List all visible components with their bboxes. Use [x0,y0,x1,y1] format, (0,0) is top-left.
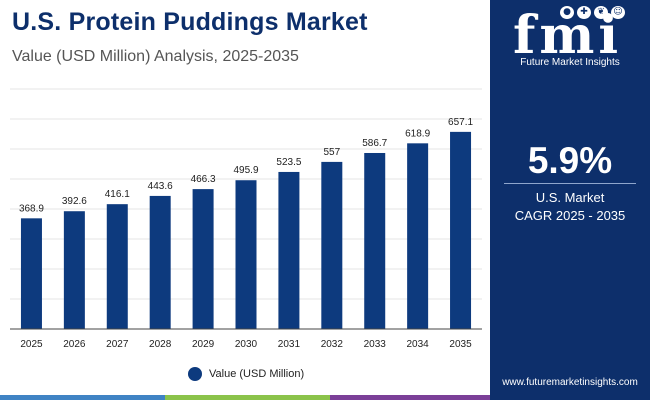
bar-2029 [192,189,214,329]
data-label-2025: 368.9 [19,203,44,214]
x-tick-2028: 2028 [149,339,172,350]
legend-swatch [188,367,202,381]
data-label-2029: 466.3 [191,174,216,185]
bars [20,131,472,329]
data-label-2031: 523.5 [276,157,301,168]
brand-logo: fmi ● ✚ ❦ ☺ Future Market Insights [490,0,650,80]
side-panel: fmi ● ✚ ❦ ☺ Future Market Insights 5.9% … [490,0,650,400]
stripe-green [165,395,330,400]
chart-legend: Value (USD Million) [188,367,304,381]
x-tick-labels: 2025 2026 2027 2028 2029 2030 2031 2032 2033 2034… [20,339,472,350]
logo-icons: ● ✚ ❦ ☺ [560,6,625,19]
person-icon: ☺ [611,6,625,19]
bar-2026 [63,211,85,329]
data-labels: 368.9 392.6 416.1 443.6 466.3 495.9 523.5 557 58… [19,117,474,214]
medical-icon: ✚ [577,6,591,19]
apple-icon: ● [560,6,574,19]
logo-caption: Future Market Insights [520,57,620,68]
data-label-2026: 392.6 [62,196,87,207]
website-link[interactable]: www.futuremarketinsights.com [502,377,638,388]
bar-2035 [450,131,472,329]
data-label-2032: 557 [323,147,340,158]
legend-label: Value (USD Million) [209,368,305,380]
bar-2033 [364,152,386,329]
x-tick-2031: 2031 [278,339,301,350]
stripe-purple [330,395,490,400]
data-label-2034: 618.9 [405,128,430,139]
x-tick-2026: 2026 [63,339,86,350]
cagr-period-label: CAGR 2025 - 2035 [514,208,626,223]
bar-2028 [149,195,171,329]
bar-chart: 368.9 392.6 416.1 443.6 466.3 495.9 523.5 557 58… [10,88,482,350]
x-tick-2033: 2033 [364,339,387,350]
page-title: U.S. Protein Puddings Market [12,8,368,36]
cagr-value: 5.9% [527,140,613,181]
data-label-2033: 586.7 [362,138,387,149]
cagr-divider [504,183,636,184]
bar-2030 [235,180,257,329]
bar-2034 [407,143,429,329]
page-subtitle: Value (USD Million) Analysis, 2025-2035 [12,48,299,65]
x-tick-2034: 2034 [407,339,430,350]
data-label-2028: 443.6 [148,181,173,192]
x-tick-2035: 2035 [449,339,472,350]
data-label-2030: 495.9 [233,165,258,176]
bar-2032 [321,161,343,329]
bottom-color-stripe [0,395,490,400]
stripe-blue [0,395,165,400]
data-label-2035: 657.1 [448,117,473,128]
data-label-2027: 416.1 [105,189,130,200]
bar-2027 [106,204,128,329]
x-tick-2027: 2027 [106,339,129,350]
x-tick-2030: 2030 [235,339,258,350]
x-tick-2025: 2025 [20,339,43,350]
x-tick-2032: 2032 [321,339,344,350]
bar-2031 [278,171,300,329]
cagr-market-label: U.S. Market [535,190,605,205]
x-tick-2029: 2029 [192,339,215,350]
leaf-icon: ❦ [594,6,608,19]
bar-2025 [20,218,42,329]
